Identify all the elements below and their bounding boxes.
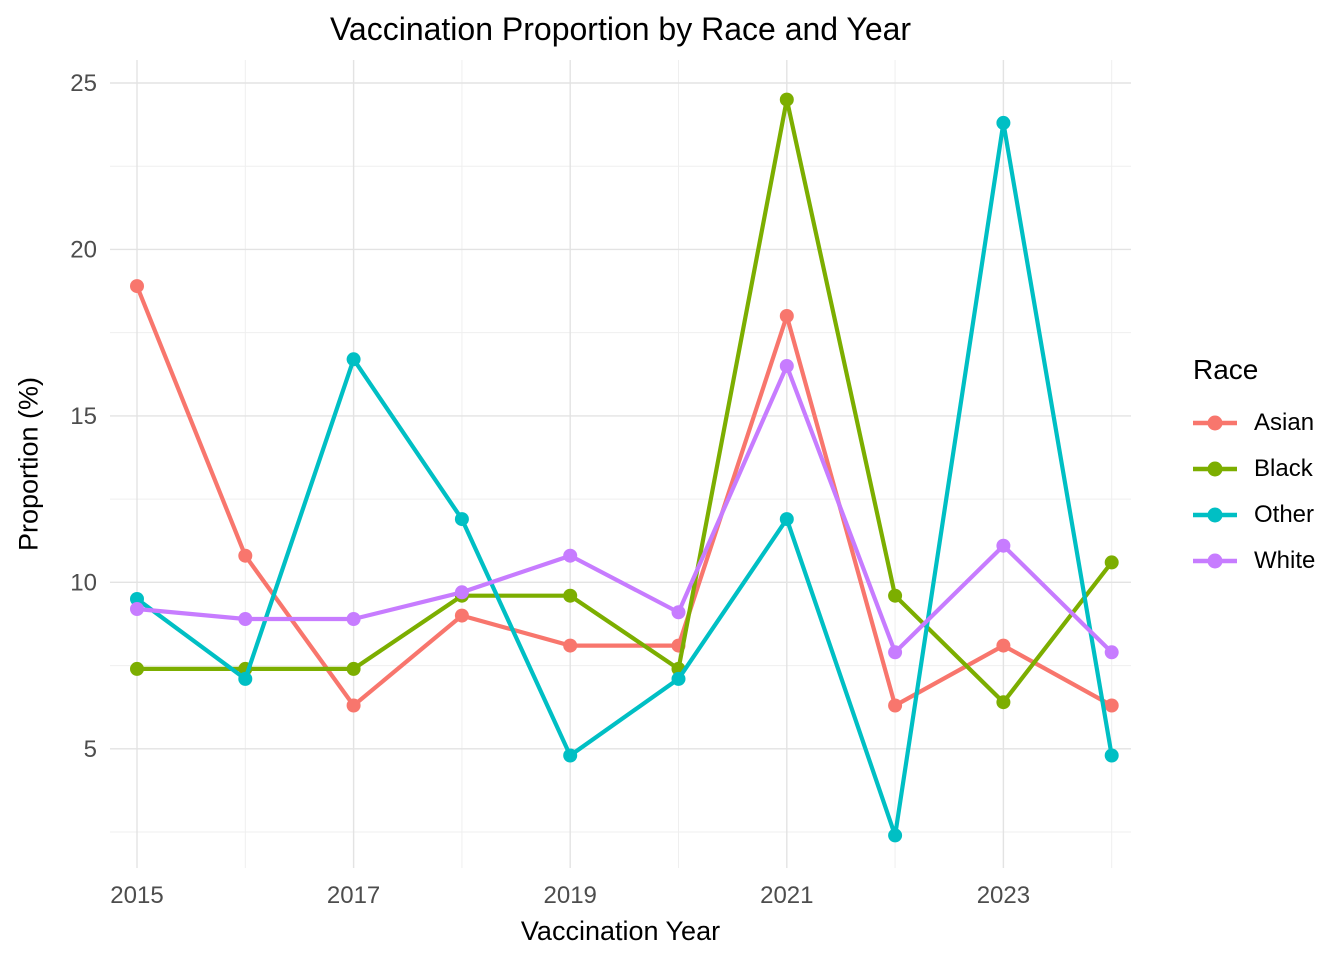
data-point-white-2023 [996, 538, 1011, 553]
data-point-other-2023 [996, 115, 1011, 130]
data-point-asian-2018 [454, 608, 469, 623]
data-point-black-2015 [130, 661, 144, 676]
data-point-black-2023 [996, 695, 1011, 710]
data-point-other-2021 [779, 512, 794, 527]
data-point-asian-2015 [130, 279, 144, 294]
data-point-other-2022 [888, 828, 903, 843]
data-point-white-2017 [346, 612, 361, 626]
data-point-white-2020 [671, 605, 686, 620]
x-tick-label: 2017 [327, 882, 380, 909]
data-point-white-2024 [1104, 645, 1119, 660]
x-tick-label: 2019 [544, 882, 597, 909]
data-point-black-2017 [346, 661, 361, 676]
legend-key-icon [1193, 507, 1237, 523]
data-point-other-2019 [563, 748, 578, 763]
data-point-other-2024 [1104, 748, 1119, 763]
y-tick-label: 10 [70, 569, 97, 596]
data-point-asian-2023 [996, 638, 1011, 653]
y-tick-label: 25 [70, 70, 97, 97]
series-line-white [136, 363, 1114, 655]
legend-key-icon [1193, 461, 1237, 477]
data-point-asian-2016 [238, 548, 253, 563]
data-point-white-2018 [454, 585, 469, 600]
legend-label: Black [1254, 455, 1313, 482]
x-axis-title: Vaccination Year [520, 916, 721, 946]
data-point-white-2021 [779, 359, 794, 373]
legend-item-white: White [1193, 538, 1315, 584]
data-point-asian-2021 [779, 309, 794, 323]
data-point-other-2015 [130, 592, 144, 606]
legend-label: White [1254, 547, 1316, 574]
data-point-white-2015 [130, 602, 144, 616]
legend-label: Other [1254, 501, 1315, 528]
data-point-asian-2022 [888, 698, 903, 713]
x-tick-label: 2021 [760, 882, 813, 909]
data-point-black-2021 [779, 92, 794, 107]
legend-item-other: Other [1193, 492, 1315, 538]
y-tick-label: 15 [70, 403, 97, 430]
data-point-black-2024 [1104, 555, 1119, 570]
data-point-black-2022 [888, 588, 903, 603]
data-point-white-2019 [563, 548, 578, 563]
chart-title: Vaccination Proportion by Race and Year [329, 11, 912, 47]
data-point-other-2018 [454, 512, 469, 527]
data-point-white-2016 [238, 612, 253, 626]
y-tick-label: 20 [70, 236, 97, 263]
x-tick-label: 2023 [977, 882, 1030, 909]
series-line-other [135, 120, 1114, 838]
legend-title: Race [1193, 354, 1259, 385]
legend-label: Asian [1254, 409, 1315, 436]
data-point-asian-2024 [1104, 698, 1119, 713]
legend-item-asian: Asian [1193, 400, 1315, 446]
data-point-black-2019 [563, 588, 578, 603]
series-line-black [137, 97, 1114, 705]
data-point-white-2022 [888, 645, 903, 660]
data-point-other-2020 [671, 671, 686, 686]
data-point-other-2017 [346, 352, 361, 367]
y-axis-title: Proportion (%) [13, 376, 44, 552]
legend-items: Asian Black Other White [1193, 400, 1315, 584]
y-tick-label: 5 [84, 736, 97, 763]
data-point-asian-2017 [346, 698, 361, 713]
data-point-asian-2019 [563, 638, 578, 653]
series-line-asian [135, 285, 1113, 708]
legend-item-black: Black [1193, 446, 1315, 492]
legend-key-icon [1193, 415, 1237, 431]
data-point-other-2016 [238, 671, 253, 686]
legend: Race Asian Black Other White [1193, 354, 1315, 584]
x-tick-label: 2015 [110, 882, 163, 909]
legend-key-icon [1193, 553, 1237, 569]
